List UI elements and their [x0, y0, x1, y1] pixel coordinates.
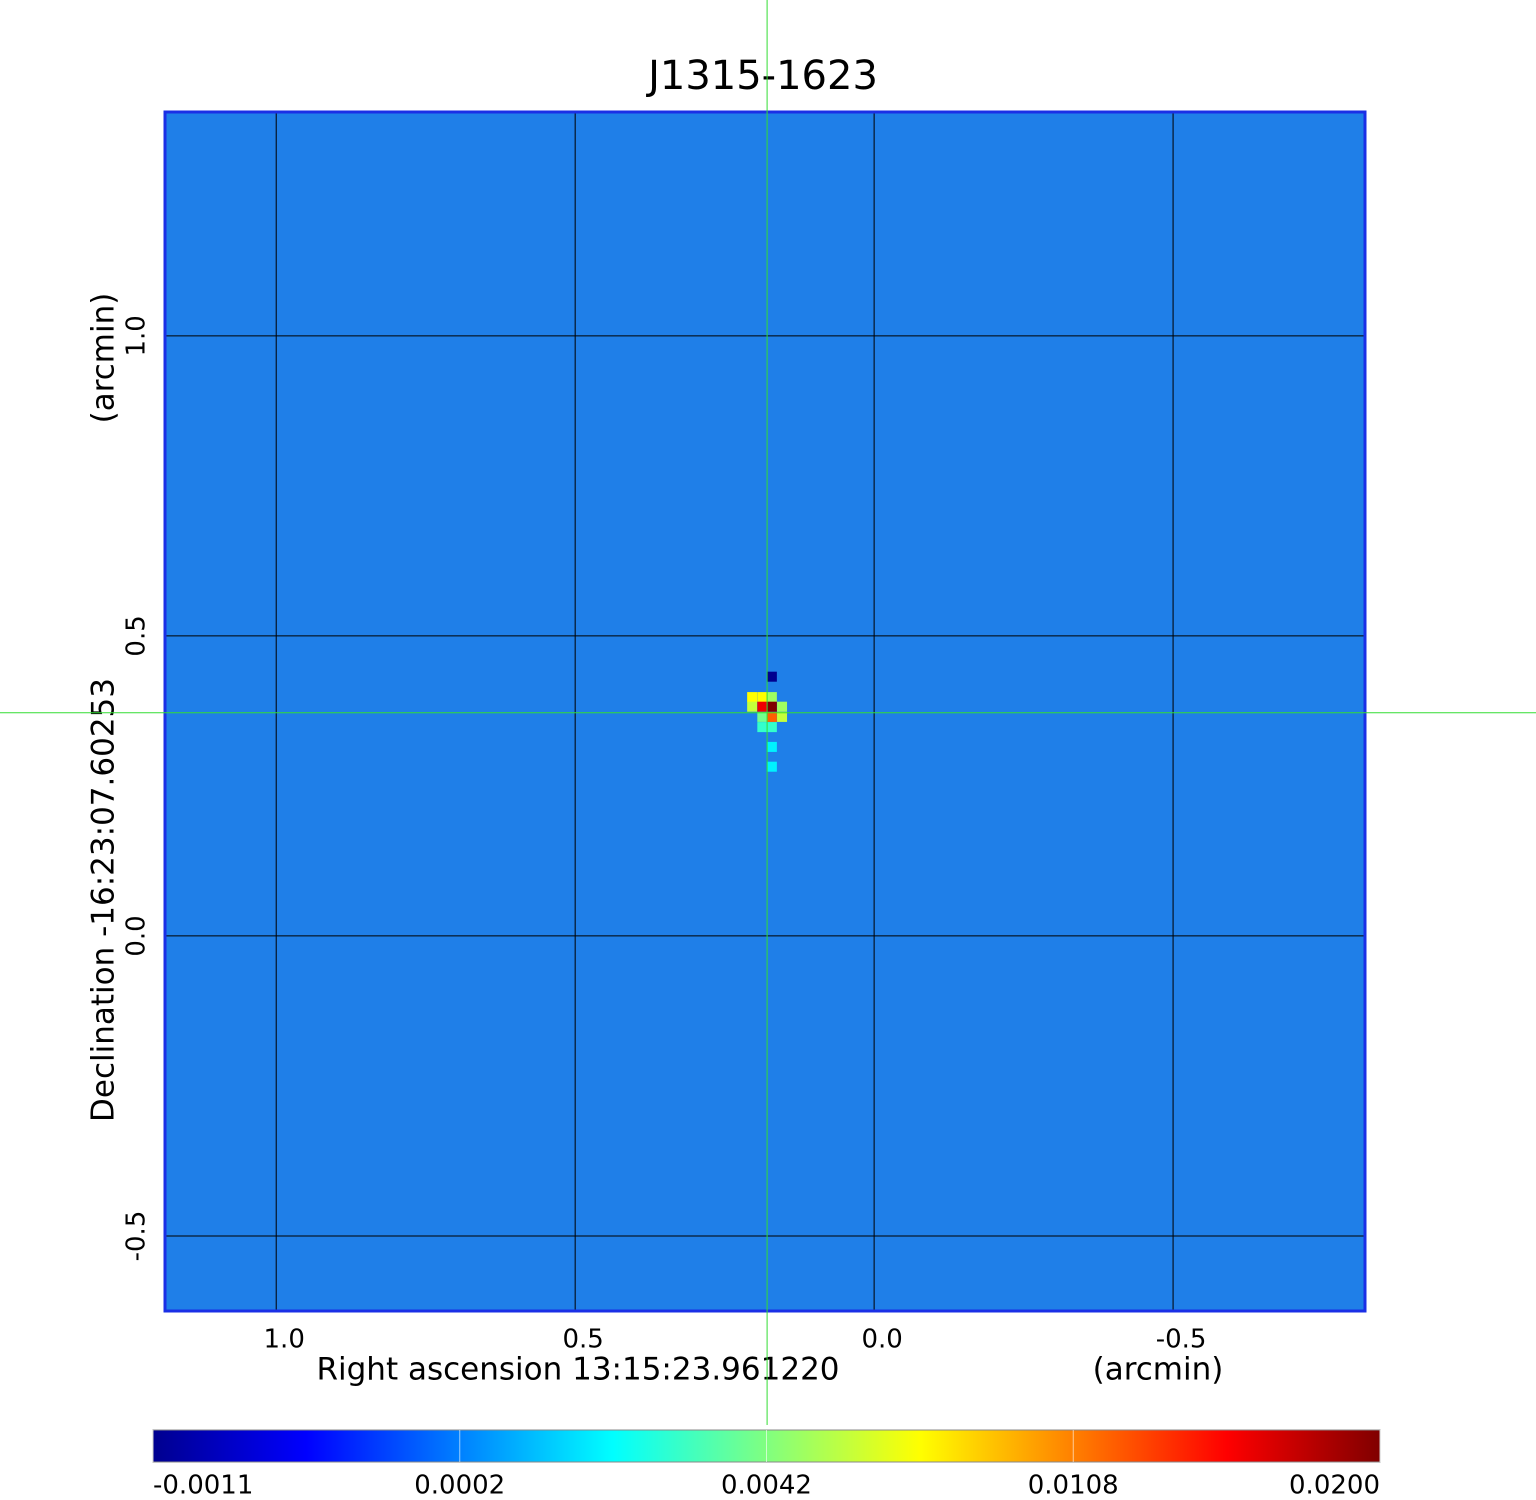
x-axis-unit: (arcmin)	[1093, 1352, 1224, 1388]
colorbar-tick-label: 0.0108	[1028, 1471, 1119, 1500]
pixel	[766, 671, 777, 682]
x-axis-label: Right ascension 13:15:23.961220	[316, 1352, 839, 1388]
pixel	[747, 701, 758, 712]
pixel	[757, 701, 768, 712]
pixel	[777, 701, 788, 712]
y-tick-label: -0.5	[122, 1211, 152, 1262]
pixel	[757, 711, 768, 722]
pixel	[766, 711, 777, 722]
y-axis-unit: (arcmin)	[86, 293, 122, 424]
y-tick-label: 0.5	[122, 615, 152, 656]
pixel	[757, 692, 768, 703]
colorbar-tick-label: 0.0042	[721, 1471, 812, 1500]
pixel	[757, 722, 768, 733]
x-tick-label: 0.5	[562, 1325, 603, 1355]
x-tick-label: -0.5	[1156, 1325, 1207, 1355]
x-tick-label: 0.0	[861, 1325, 902, 1355]
pixel	[777, 711, 788, 722]
pixel	[766, 761, 777, 772]
y-tick-label: 0.0	[122, 915, 152, 956]
pixel	[766, 692, 777, 703]
chart-title: J1315-1623	[645, 53, 878, 99]
pixel	[747, 692, 758, 703]
pixel	[766, 722, 777, 733]
pixel	[766, 701, 777, 712]
y-tick-label: 1.0	[122, 315, 152, 356]
x-tick-label: 1.0	[264, 1325, 305, 1355]
colorbar-tick-label: 0.0002	[414, 1471, 505, 1500]
colorbar-tick-label: -0.0011	[153, 1471, 253, 1500]
y-axis-label: Declination -16:23:07.60253	[86, 678, 122, 1122]
pixel	[766, 741, 777, 752]
plot-frame	[163, 110, 1367, 1313]
colorbar-tick-label: 0.0200	[1289, 1471, 1380, 1500]
